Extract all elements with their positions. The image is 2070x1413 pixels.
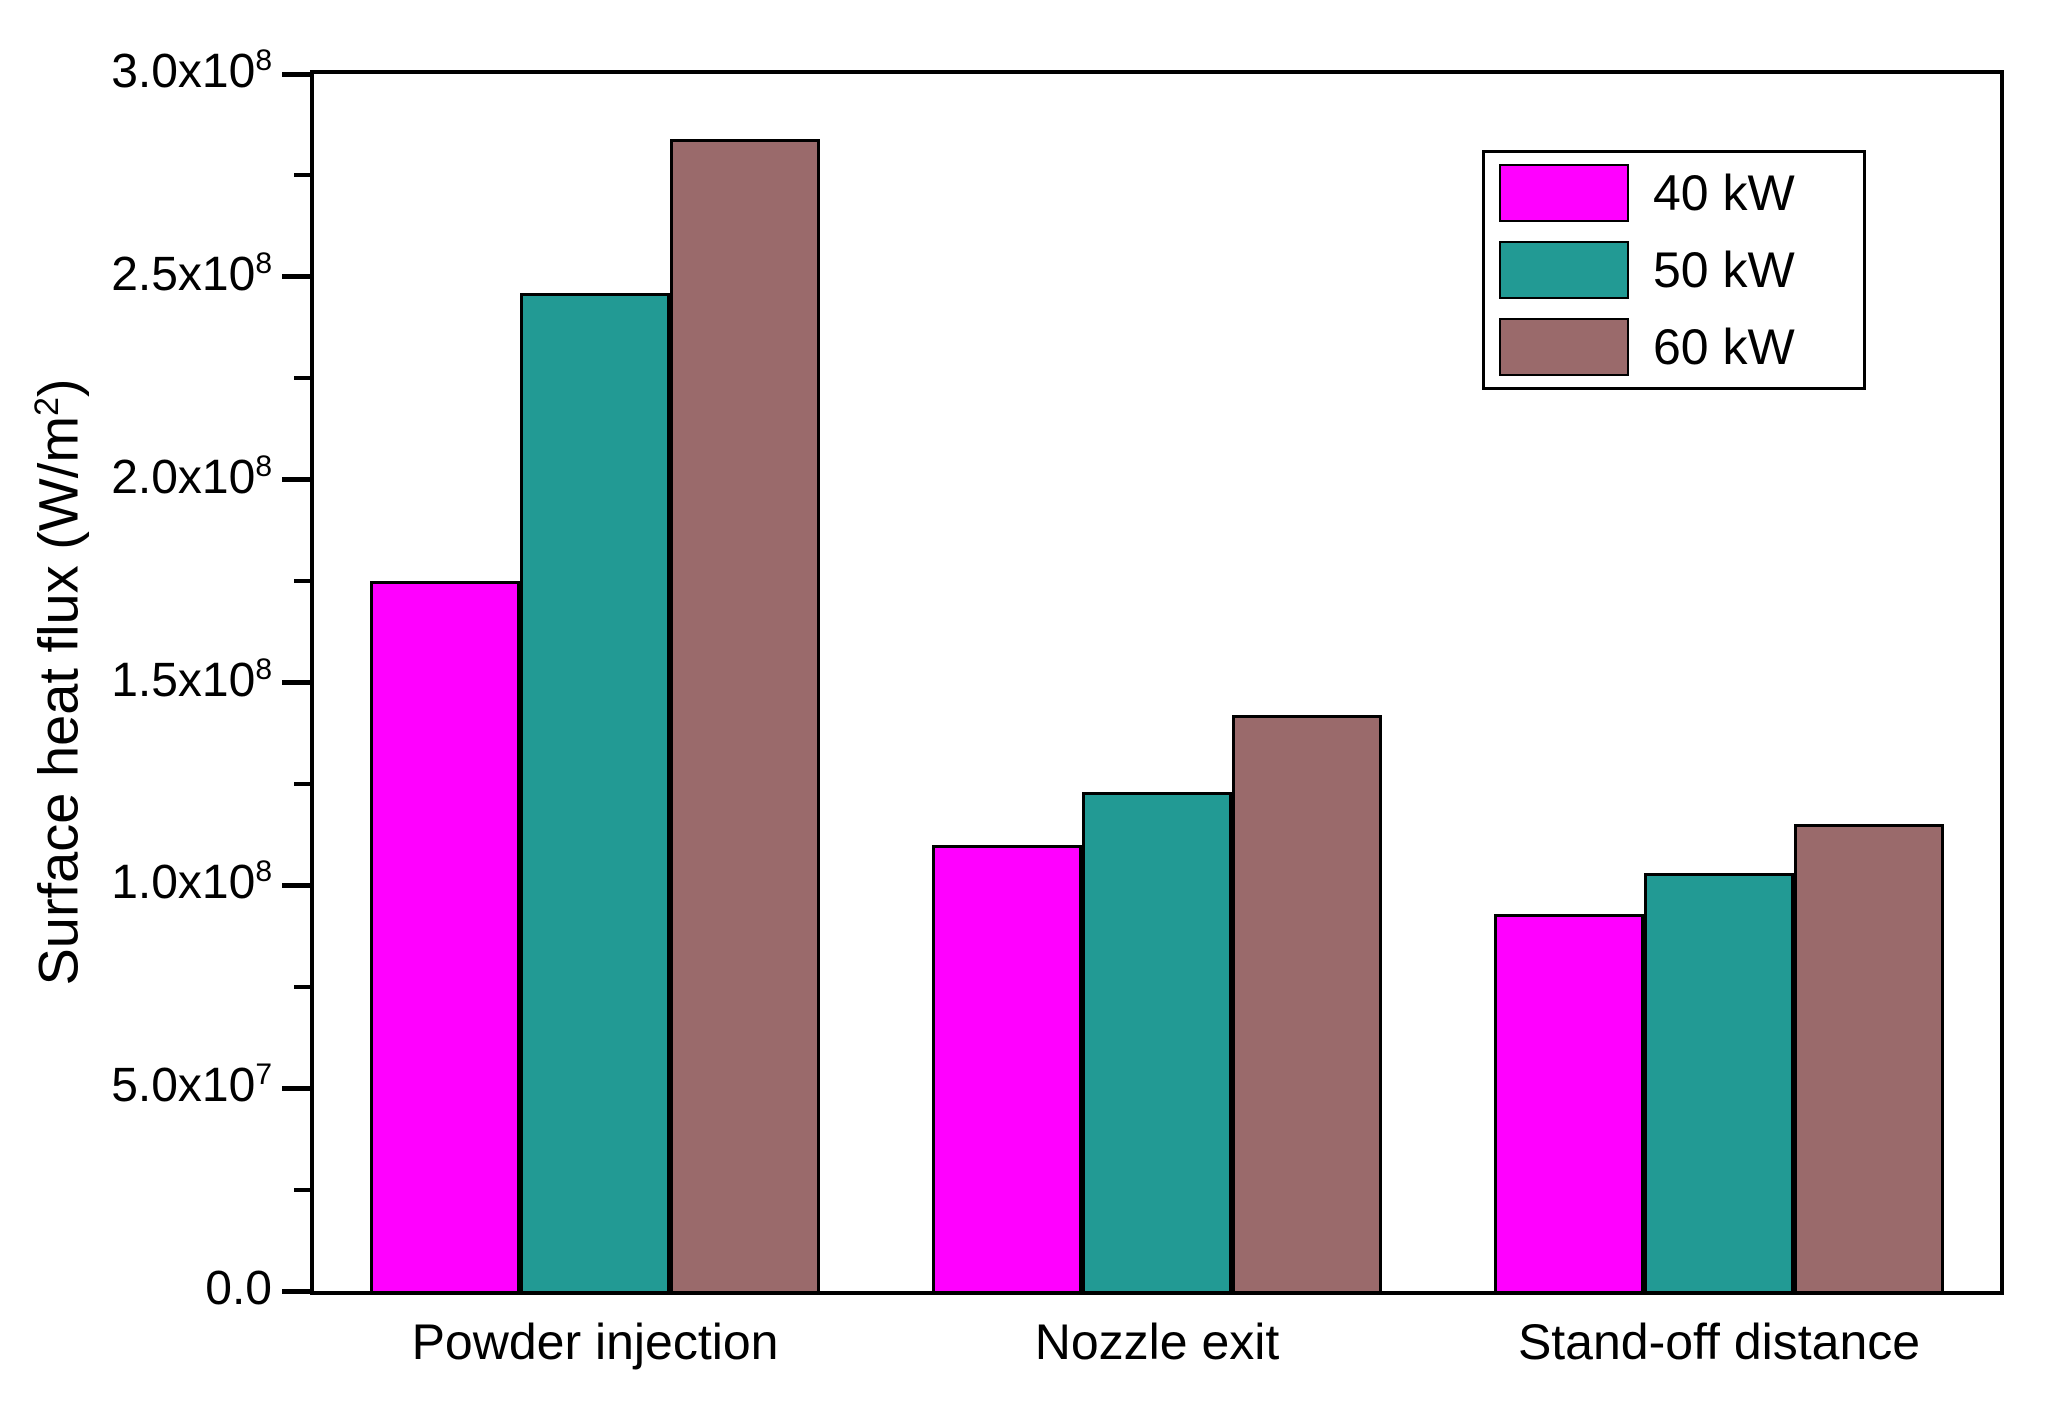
legend-swatch-60-kw (1499, 318, 1629, 376)
y-tick-label-exponent: 7 (255, 1058, 272, 1092)
y-axis-title-close-paren: ) (26, 378, 90, 398)
y-tick-label-base: 2.5x10 (111, 247, 256, 301)
y-tick-label-exponent: 8 (255, 449, 272, 483)
legend-entry-50-kw: 50 kW (1499, 238, 1855, 302)
x-category-label-stand-off-distance: Stand-off distance (1517, 1314, 1921, 1370)
bar-stand-off-distance-60-kw (1794, 824, 1944, 1291)
y-minor-tick (294, 173, 310, 178)
bar-powder-injection-50-kw (520, 293, 670, 1291)
y-tick-label-base: 0.0 (205, 1262, 272, 1315)
y-axis-title-superscript: 2 (27, 397, 66, 417)
y-tick-label-base: 1.5x10 (111, 653, 256, 707)
x-category-label-powder-injection: Powder injection (411, 1314, 779, 1370)
bar-stand-off-distance-40-kw (1494, 914, 1644, 1291)
y-tick-label-base: 3.0x10 (111, 45, 256, 98)
y-tick-label-5-0x107: 5.0x107 (0, 1058, 272, 1114)
legend-entry-40-kw: 40 kW (1499, 161, 1855, 225)
legend-label-60-kw: 60 kW (1653, 319, 1795, 375)
y-minor-tick (294, 376, 310, 381)
y-minor-tick (294, 781, 310, 786)
y-tick-label-exponent: 8 (255, 855, 272, 889)
y-tick-label-3-0x108: 3.0x108 (0, 44, 272, 100)
y-major-tick-2-0x108 (282, 477, 310, 483)
y-tick-label-1-0x108: 1.0x108 (0, 855, 272, 911)
bar-nozzle-exit-40-kw (932, 845, 1082, 1291)
y-tick-label-base: 1.0x10 (111, 856, 256, 910)
y-major-tick-1-0x108 (282, 882, 310, 888)
bar-powder-injection-40-kw (370, 581, 520, 1291)
y-major-tick-1-5x108 (282, 680, 310, 685)
y-minor-tick (294, 1187, 310, 1192)
bar-nozzle-exit-50-kw (1082, 792, 1232, 1291)
y-tick-label-2-5x108: 2.5x108 (0, 247, 272, 303)
legend-entry-60-kw: 60 kW (1499, 315, 1855, 379)
legend-swatch-50-kw (1499, 241, 1629, 299)
y-minor-tick (294, 579, 310, 584)
y-tick-label-2-0x108: 2.0x108 (0, 450, 272, 506)
legend-label-50-kw: 50 kW (1653, 242, 1795, 298)
y-tick-label-base: 2.0x10 (111, 450, 256, 504)
bar-nozzle-exit-60-kw (1232, 715, 1382, 1291)
legend: 40 kW 50 kW 60 kW (1482, 150, 1866, 390)
y-major-tick-3-0x108 (282, 71, 310, 77)
legend-label-40-kw: 40 kW (1653, 165, 1795, 221)
y-minor-tick (294, 984, 310, 989)
y-tick-label-1-5x108: 1.5x108 (0, 653, 272, 709)
y-major-tick-0-0 (282, 1288, 310, 1294)
legend-swatch-40-kw (1499, 164, 1629, 222)
x-category-label-nozzle-exit: Nozzle exit (1034, 1314, 1280, 1370)
y-major-tick-5-0x107 (282, 1085, 310, 1091)
y-tick-label-exponent: 8 (255, 44, 272, 77)
y-tick-label-base: 5.0x10 (111, 1059, 256, 1113)
y-tick-label-exponent: 8 (255, 246, 272, 280)
bar-stand-off-distance-50-kw (1644, 873, 1794, 1291)
bar-powder-injection-60-kw (670, 139, 820, 1291)
y-tick-label-exponent: 8 (255, 652, 272, 686)
y-major-tick-2-5x108 (282, 274, 310, 280)
y-tick-label-0-0: 0.0 (0, 1261, 272, 1317)
